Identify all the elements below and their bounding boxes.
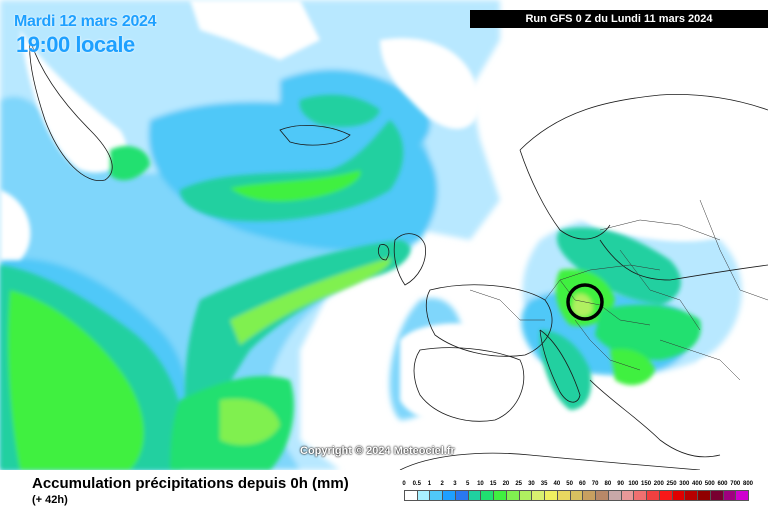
coastlines [29,39,768,470]
legend-tick-label: 50 [566,481,573,487]
legend-tick-label: 35 [540,481,548,487]
legend-swatch [531,490,546,501]
legend-swatch [684,490,699,501]
precipitation-map: Mardi 12 mars 2024 19:00 locale Run GFS … [0,0,768,470]
legend-swatch [442,490,456,501]
legend-swatch [671,490,686,501]
legend-swatch [480,490,495,501]
run-banner: Run GFS 0 Z du Lundi 11 mars 2024 [470,10,768,28]
legend-swatch [607,490,622,501]
legend-tick-label: 25 [515,481,522,487]
legend-swatch [518,490,533,501]
legend-tick-label: 30 [528,481,535,487]
legend-swatch [544,490,558,501]
legend-swatch [709,490,724,501]
footer: Accumulation précipitations depuis 0h (m… [0,470,768,512]
legend-tick-label: 5 [466,481,470,487]
legend-tick-label: 3 [453,481,457,487]
legend-tick-label: 60 [579,481,586,487]
legend-swatch [595,490,609,501]
storm-marker-ring [566,283,604,321]
legend-tick-label: 700 [730,481,741,487]
legend-tick-label: 90 [617,481,624,487]
legend-swatch [658,490,673,501]
legend-tick-label: 80 [604,481,612,487]
legend-swatch [620,490,635,501]
forecast-time: 19:00 locale [16,32,135,57]
legend-tick-label: 2 [440,481,444,487]
legend-tick-label: 500 [704,481,715,487]
legend-tick-label: 100 [628,481,639,487]
legend-tick-label: 15 [489,481,497,487]
legend-swatch [429,490,444,501]
legend-tick-label: 600 [717,481,728,487]
legend-swatch [646,490,660,501]
legend-tick-label: 0.5 [412,481,421,487]
legend-tick-label: 0 [402,481,406,487]
legend-swatch [416,490,431,501]
forecast-date: Mardi 12 mars 2024 [14,13,157,30]
legend-tick-label: 10 [477,481,484,487]
legend-swatch [582,490,597,501]
legend-tick-label: 150 [641,481,652,487]
legend-tick-label: 300 [679,481,690,487]
legend-tick-label: 200 [653,481,664,487]
legend-tick-label: 20 [502,481,510,487]
legend-tick-label: 1 [427,481,432,487]
legend-tick-label: 40 [553,481,561,487]
legend-tick-label: 70 [591,481,599,487]
color-legend: 0 0.5 1 2 3 5 10 15 20 25 30 35 40 50 60 70 80 90 100 150 20… [400,480,760,510]
legend-tick-label: 800 [742,481,754,487]
land-dry-areas [0,0,768,470]
legend-swatch [467,490,482,501]
legend-swatch [569,490,584,501]
copyright-text: Copyright © 2024 Meteociel.fr [300,445,455,457]
map-caption: Accumulation précipitations depuis 0h (m… [32,475,349,492]
legend-swatch [493,490,507,501]
legend-swatch [697,490,711,501]
legend-tick-label: 400 [692,481,703,487]
legend-swatch [633,490,648,501]
legend-swatch [404,490,418,501]
legend-swatch [722,490,737,501]
legend-tick-label: 250 [666,481,677,487]
legend-swatch [454,490,469,501]
legend-swatch [735,490,749,501]
legend-swatch [505,490,520,501]
map-canvas [0,0,768,470]
forecast-offset: (+ 42h) [32,494,68,506]
legend-swatch [556,490,571,501]
